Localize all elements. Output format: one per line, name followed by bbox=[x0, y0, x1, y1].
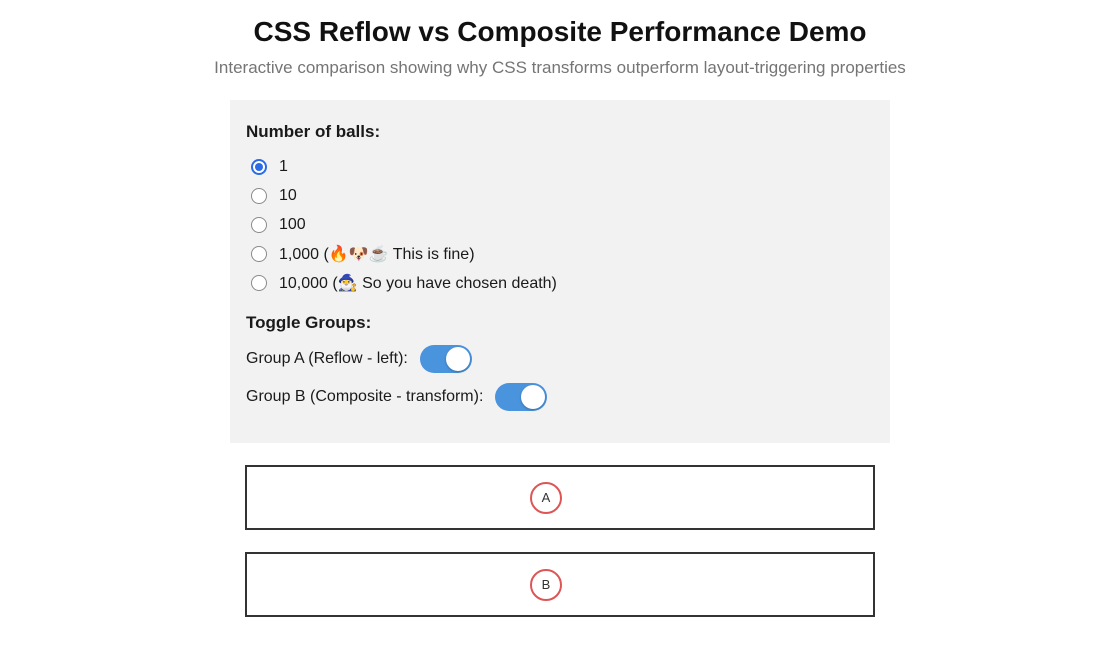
radio-button-1000[interactable] bbox=[251, 245, 267, 262]
radio-option-10000[interactable]: 10,000 (🧙‍♂️ So you have chosen death) bbox=[246, 268, 874, 297]
toggle-group-b-label: Group B (Composite - transform): bbox=[246, 388, 484, 405]
radio-button-10[interactable] bbox=[251, 187, 267, 204]
radio-option-10000-label: 10,000 (🧙‍♂️ So you have chosen death) bbox=[279, 274, 557, 292]
ball-a: A bbox=[530, 481, 562, 514]
radio-button-1[interactable] bbox=[251, 158, 267, 175]
radio-button-10000[interactable] bbox=[251, 274, 267, 291]
toggle-groups-section-label: Toggle Groups: bbox=[246, 313, 372, 332]
toggle-row-group-b: Group B (Composite - transform): bbox=[246, 383, 874, 411]
page: CSS Reflow vs Composite Performance Demo… bbox=[0, 16, 1120, 646]
toggle-switch-group-a[interactable] bbox=[419, 345, 472, 373]
ball-count-section-label: Number of balls: bbox=[246, 122, 381, 141]
radio-option-1000[interactable]: 1,000 (🔥🐶☕ This is fine) bbox=[246, 239, 874, 268]
page-title: CSS Reflow vs Composite Performance Demo bbox=[253, 16, 867, 47]
toggle-group-a-label: Group A (Reflow - left): bbox=[246, 350, 408, 367]
radio-option-1000-label: 1,000 (🔥🐶☕ This is fine) bbox=[279, 245, 475, 263]
radio-button-100[interactable] bbox=[251, 216, 267, 233]
page-subtitle: Interactive comparison showing why CSS t… bbox=[214, 58, 906, 77]
radio-option-10-label: 10 bbox=[279, 186, 297, 204]
track-a: A bbox=[245, 465, 875, 530]
track-b: B bbox=[245, 552, 875, 617]
radio-option-100[interactable]: 100 bbox=[246, 210, 874, 239]
toggle-row-group-a: Group A (Reflow - left): bbox=[246, 345, 874, 373]
toggle-switch-group-b[interactable] bbox=[495, 383, 548, 411]
radio-option-1-label: 1 bbox=[279, 157, 288, 175]
radio-option-100-label: 100 bbox=[279, 215, 306, 233]
radio-option-10[interactable]: 10 bbox=[246, 181, 874, 210]
radio-option-1[interactable]: 1 bbox=[246, 152, 874, 181]
controls-panel: Number of balls: 1 10 100 1,000 (🔥🐶☕ Thi… bbox=[230, 100, 890, 443]
ball-b: B bbox=[530, 568, 562, 601]
